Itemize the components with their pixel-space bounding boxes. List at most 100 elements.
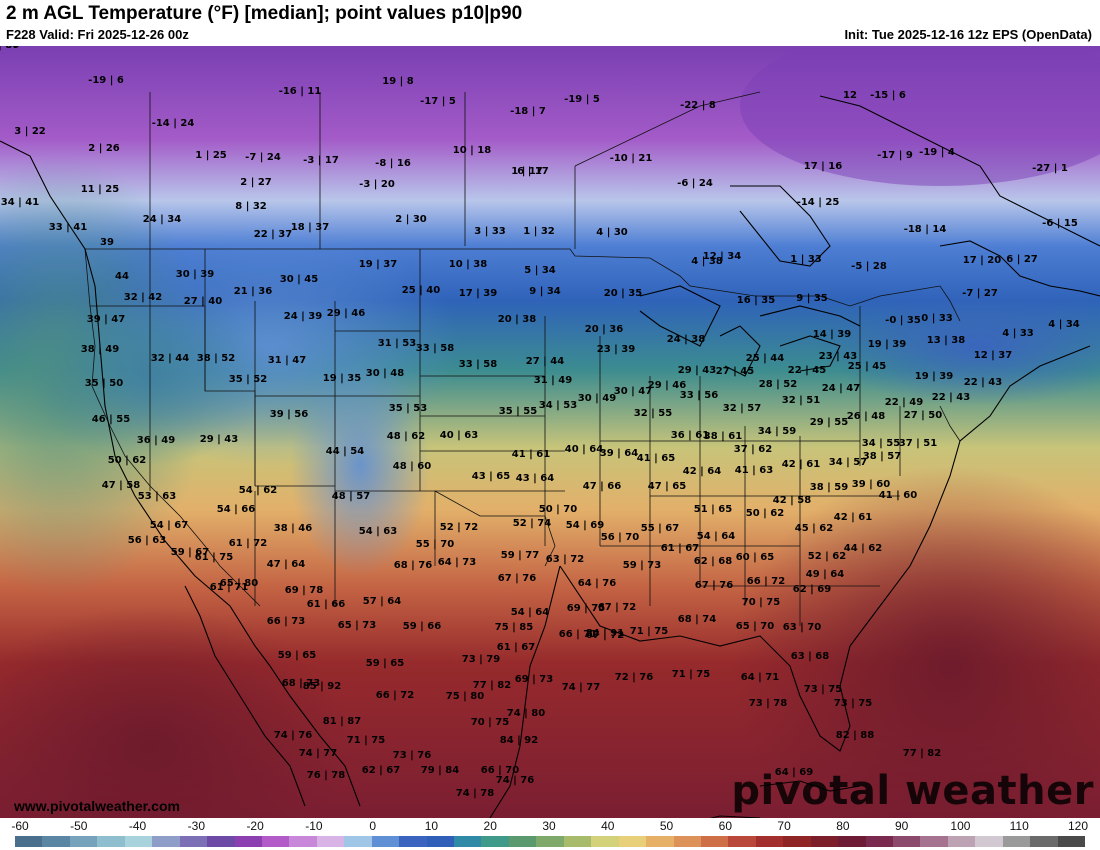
- point-value-label: 31 | 47: [267, 355, 307, 366]
- point-value-label: 48 | 62: [386, 431, 426, 442]
- point-value-label: -19 | 4: [919, 147, 955, 158]
- colorbar-tick-label: -40: [128, 819, 147, 833]
- point-value-label: 84 | 92: [499, 735, 539, 746]
- point-value-label: 4 | 33: [1002, 328, 1034, 339]
- colorbar-swatch: [399, 836, 427, 847]
- point-value-label: 41 | 60: [878, 490, 918, 501]
- point-value-label: 35 | 52: [228, 374, 268, 385]
- point-value-label: 67 | 72: [585, 630, 625, 641]
- point-value-label: 23 | 43: [818, 351, 858, 362]
- point-value-label: 43 | 65: [471, 471, 511, 482]
- point-value-label: 43 | 64: [515, 473, 555, 484]
- colorbar-swatch: [234, 836, 262, 847]
- point-value-label: 85 | 92: [302, 681, 342, 692]
- point-value-label: -6 | 15: [1042, 218, 1078, 229]
- point-value-label: 74 | 77: [298, 748, 338, 759]
- temperature-map[interactable]: -19 | 6 -16 | 11 19 | 8 -17 | 5 -19 | 5 -18 |…: [0, 46, 1100, 818]
- point-value-label: 31 | 53: [377, 338, 417, 349]
- colorbar-swatch: [1030, 836, 1058, 847]
- point-value-label: 29 | 46: [326, 308, 366, 319]
- colorbar-swatch: [783, 836, 811, 847]
- point-value-label: 42 | 61: [833, 512, 873, 523]
- colorbar-swatch: [124, 836, 153, 847]
- point-value-label: 68 | 73: [281, 678, 321, 689]
- point-value-label: 34 | 53: [538, 400, 578, 411]
- colorbar-swatch: [865, 836, 893, 847]
- point-value-label: 69 | 75: [566, 603, 606, 614]
- point-value-label: 74 | 76: [495, 775, 535, 786]
- point-value-label: 4 | 30: [596, 227, 628, 238]
- point-value-label: 22 | 43: [931, 392, 971, 403]
- point-value-label: 32 | 57: [722, 403, 762, 414]
- point-value-label: 66 | 73: [266, 616, 306, 627]
- point-value-label: 59 | 65: [277, 650, 317, 661]
- point-value-label: -22 | 8: [680, 100, 716, 111]
- point-value-label: 54 | 63: [358, 526, 398, 537]
- point-value-label: 12 | 34: [702, 251, 742, 262]
- point-value-label: 73 | 76: [392, 750, 432, 761]
- colorbar-swatch: [975, 836, 1003, 847]
- point-value-label: 45 | 62: [794, 523, 834, 534]
- point-value-label: 54 | 69: [565, 520, 605, 531]
- point-value-label: 56 | 70: [600, 532, 640, 543]
- header: 2 m AGL Temperature (°F) [median]; point…: [0, 0, 1100, 46]
- point-value-label: 71 | 75: [671, 669, 711, 680]
- point-value-label: 61 | 72: [228, 538, 268, 549]
- point-value-label: 35 | 50: [84, 378, 124, 389]
- point-value-label: 24 | 39: [283, 311, 323, 322]
- point-value-label: 23 | 39: [596, 344, 636, 355]
- point-value-label: -18 | 14: [903, 224, 947, 235]
- point-value-label: 65 | 80: [219, 578, 259, 589]
- point-value-label: -6 | 24: [677, 178, 713, 189]
- point-value-label: 33 | 58: [458, 359, 498, 370]
- point-value-label: 36 | 61: [670, 430, 710, 441]
- point-value-label: 20 | 38: [497, 314, 537, 325]
- colorbar-swatch: [810, 836, 839, 847]
- point-value-label: 42 | 64: [682, 466, 722, 477]
- point-value-label: 69 | 73: [514, 674, 554, 685]
- point-value-label: 20 | 36: [584, 324, 624, 335]
- init-time: Init: Tue 2025-12-16 12z EPS (OpenData): [844, 27, 1092, 42]
- point-value-label: -18 | 7: [510, 106, 546, 117]
- point-value-label: 24 | 47: [821, 383, 861, 394]
- colorbar-tick-label: 70: [777, 819, 791, 833]
- point-value-label: -17 | 5: [420, 96, 456, 107]
- point-value-label: 44 | 54: [325, 446, 365, 457]
- point-value-label: 60 | 67: [0, 46, 19, 51]
- point-value-label: -15 | 6: [870, 90, 906, 101]
- point-value-label: 68 | 76: [393, 560, 433, 571]
- point-value-label: 42 | 61: [781, 459, 821, 470]
- point-value-label: 18 | 37: [290, 222, 330, 233]
- colorbar-swatch: [755, 836, 784, 847]
- point-value-label: 41 | 61: [511, 449, 551, 460]
- point-value-label: 20 | 35: [603, 288, 643, 299]
- point-value-label: 71 | 75: [346, 735, 386, 746]
- point-value-label: 2 | 26: [88, 143, 120, 154]
- colorbar-swatch: [69, 836, 98, 847]
- point-value-label: -16 | 11: [278, 86, 322, 97]
- point-value-label: 38 | 46: [273, 523, 313, 534]
- point-value-label: -14 | 25: [796, 197, 840, 208]
- point-value-label: 29 | 43: [677, 365, 717, 376]
- point-value-label: 53 | 63: [137, 491, 177, 502]
- point-value-label: 39 | 47: [86, 314, 126, 325]
- point-value-label: 31 | 49: [533, 375, 573, 386]
- point-value-label: 67 | 76: [694, 580, 734, 591]
- colorbar-swatch: [289, 836, 317, 847]
- point-value-label: 79 | 84: [420, 765, 460, 776]
- point-value-label: 61 | 71: [209, 582, 249, 593]
- point-value-label: 61 | 67: [496, 642, 536, 653]
- colorbar-swatch: [673, 836, 701, 847]
- colorbar-swatch: [563, 836, 592, 847]
- point-value-label: 33 | 56: [679, 390, 719, 401]
- point-value-label: 47 | 64: [266, 559, 306, 570]
- pivotal-weather-logo: pivotal weather: [731, 768, 1094, 814]
- colorbar-tick-label: 20: [483, 819, 497, 833]
- point-value-label: 75 | 80: [445, 691, 485, 702]
- point-value-label: 73 | 79: [461, 654, 501, 665]
- colorbar-swatch: [700, 836, 729, 847]
- colorbar-swatch: [97, 836, 125, 847]
- point-value-label: 59 | 65: [365, 658, 405, 669]
- point-value-label: 2 | 30: [395, 214, 427, 225]
- point-value-label: 41 | 63: [734, 465, 774, 476]
